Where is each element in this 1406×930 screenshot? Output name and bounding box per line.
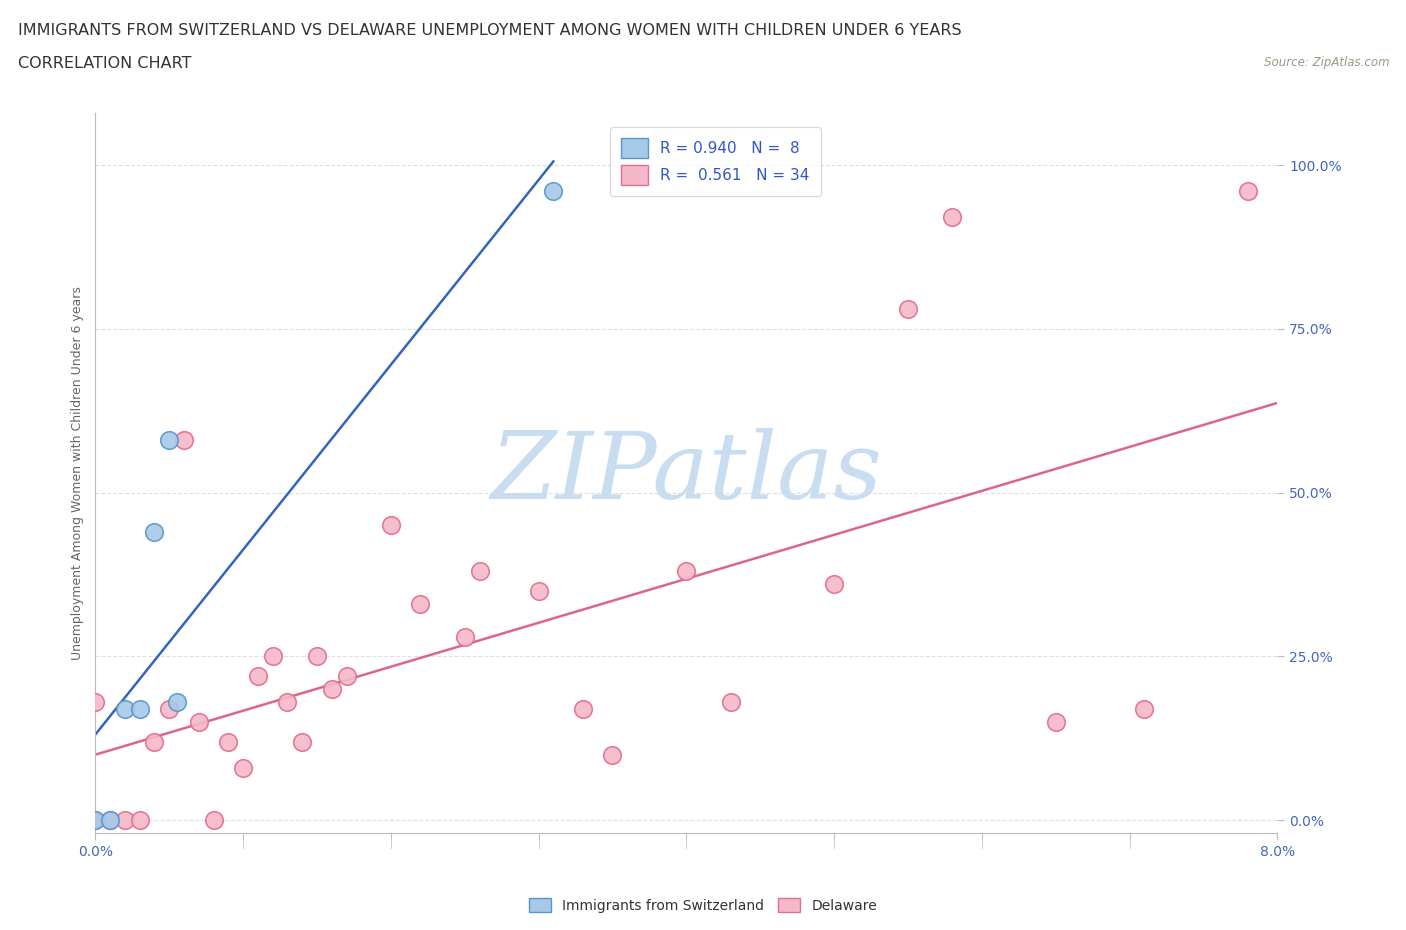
- Point: [720, 695, 742, 710]
- Point: [84, 813, 107, 828]
- Point: [527, 583, 550, 598]
- Text: CORRELATION CHART: CORRELATION CHART: [18, 56, 191, 71]
- Text: IMMIGRANTS FROM SWITZERLAND VS DELAWARE UNEMPLOYMENT AMONG WOMEN WITH CHILDREN U: IMMIGRANTS FROM SWITZERLAND VS DELAWARE …: [18, 23, 962, 38]
- Point: [202, 813, 225, 828]
- Point: [321, 682, 343, 697]
- Point: [232, 761, 254, 776]
- Point: [128, 813, 150, 828]
- Point: [114, 813, 136, 828]
- Point: [941, 210, 963, 225]
- Point: [143, 525, 166, 539]
- Point: [276, 695, 298, 710]
- Point: [675, 564, 697, 578]
- Point: [823, 577, 845, 591]
- Point: [1236, 184, 1258, 199]
- Point: [409, 597, 432, 612]
- Point: [166, 695, 188, 710]
- Point: [84, 813, 107, 828]
- Point: [262, 649, 284, 664]
- Y-axis label: Unemployment Among Women with Children Under 6 years: Unemployment Among Women with Children U…: [72, 286, 84, 660]
- Point: [380, 518, 402, 533]
- Point: [98, 813, 121, 828]
- Point: [305, 649, 328, 664]
- Point: [897, 301, 920, 316]
- Text: ZIPatlas: ZIPatlas: [491, 428, 883, 518]
- Point: [291, 734, 314, 749]
- Point: [173, 432, 195, 447]
- Point: [468, 564, 491, 578]
- Point: [157, 701, 180, 716]
- Point: [114, 701, 136, 716]
- Text: Source: ZipAtlas.com: Source: ZipAtlas.com: [1264, 56, 1389, 69]
- Point: [572, 701, 595, 716]
- Point: [157, 432, 180, 447]
- Point: [335, 669, 357, 684]
- Point: [128, 701, 150, 716]
- Point: [84, 695, 107, 710]
- Point: [543, 184, 565, 199]
- Legend: R = 0.940   N =  8, R =  0.561   N = 34: R = 0.940 N = 8, R = 0.561 N = 34: [610, 127, 821, 196]
- Point: [1133, 701, 1156, 716]
- Point: [217, 734, 239, 749]
- Point: [246, 669, 269, 684]
- Point: [602, 748, 624, 763]
- Point: [143, 734, 166, 749]
- Point: [454, 630, 477, 644]
- Legend: Immigrants from Switzerland, Delaware: Immigrants from Switzerland, Delaware: [523, 893, 883, 919]
- Point: [187, 714, 209, 729]
- Point: [98, 813, 121, 828]
- Point: [1045, 714, 1067, 729]
